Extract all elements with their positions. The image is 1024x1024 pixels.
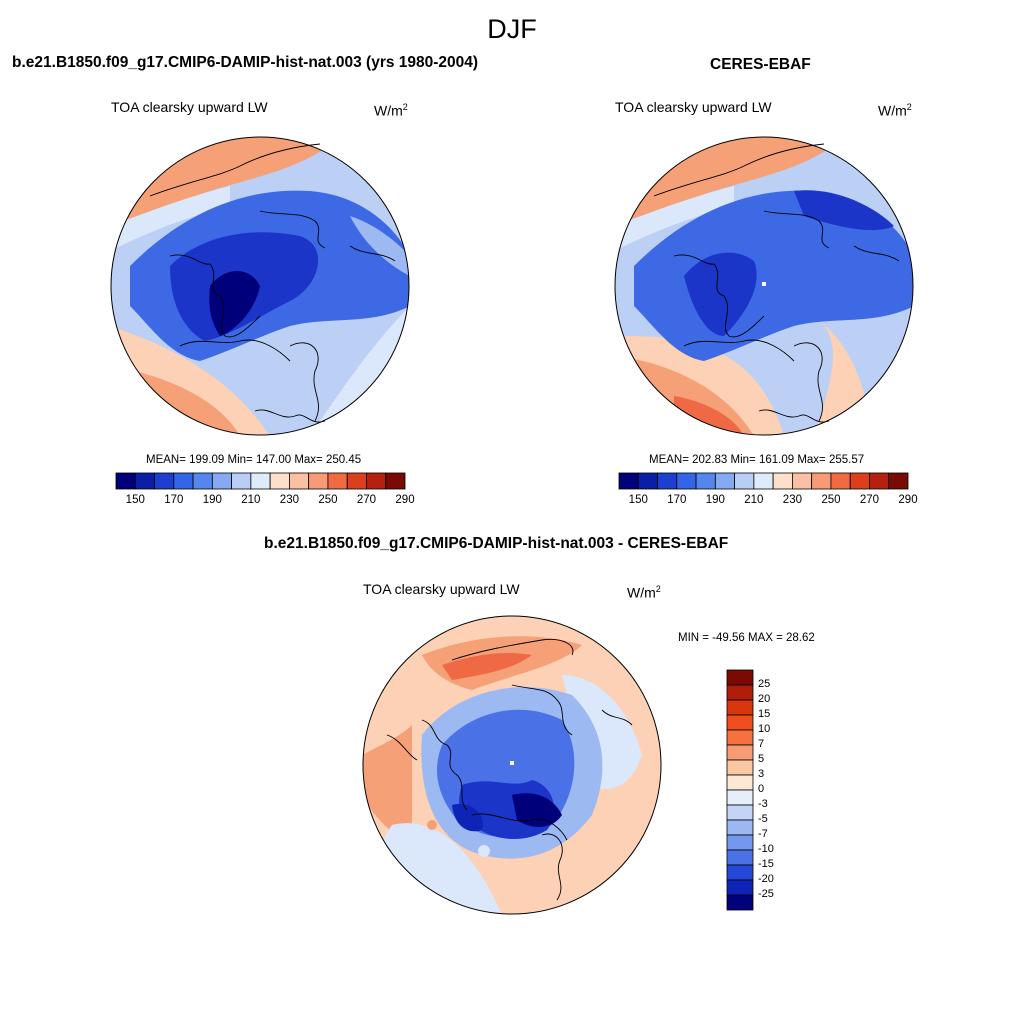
panel-3-colorbar-swatch-6 [726,759,754,776]
panel-2-colorbar-swatch-4 [695,472,716,490]
panel-3-colorbar-swatch-8 [726,789,754,806]
panel-3-colorbar [726,669,754,911]
panel-3-colorbar-swatch-1 [726,684,754,701]
panel-2-colorbar-swatch-12 [849,472,870,490]
panel-3-colorbar-swatch-14 [726,879,754,896]
panel-3-colorbar-tick-label: 7 [758,738,765,750]
panel-2-colorbar [618,472,909,490]
panel-2-colorbar-tick-label: 250 [821,494,841,506]
panel-3-colorbar-swatch-9 [726,804,754,821]
panel-2-units: W/m2 [878,102,912,119]
panel-2-colorbar-tick-label: 150 [628,494,648,506]
panel-3-colorbar-tick-label: 0 [758,783,765,795]
panel-3-colorbar-tick-label: -5 [758,813,768,825]
panel-2-polar-map [614,136,914,436]
panel-2-colorbar-tick-label: 210 [744,494,764,506]
panel-1-colorbar-swatch-1 [134,472,155,490]
panel-2-colorbar-swatch-0 [618,472,639,490]
panel-3-variable-label: TOA clearsky upward LW [363,581,520,597]
panel-3-colorbar-swatch-13 [726,864,754,881]
panel-1-colorbar-swatch-10 [308,472,329,490]
panel-1-colorbar-swatch-12 [346,472,367,490]
panel-1-colorbar-swatch-3 [173,472,194,490]
panel-3-colorbar-swatch-3 [726,714,754,731]
panel-1-colorbar-tick-label: 250 [318,494,338,506]
panel-1-colorbar-swatch-8 [269,472,290,490]
panel-3-colorbar-swatch-5 [726,744,754,761]
panel-1-colorbar-swatch-13 [366,472,387,490]
season-title: DJF [487,14,537,44]
panel-3-colorbar-tick-label: -25 [758,888,774,900]
panel-1-colorbar-swatch-9 [288,472,310,490]
panel-1-colorbar-swatch-14 [385,472,406,490]
panel-3-polar-map [362,615,662,915]
panel-3-colorbar-swatch-0 [726,669,754,686]
panel-2-colorbar-tick-label: 230 [782,494,802,506]
panel-2-colorbar-swatch-8 [772,472,793,490]
panel-3-colorbar-tick-label: 25 [758,678,771,690]
panel-1-colorbar-tick-label: 210 [241,494,261,506]
panel-1-units: W/m2 [374,102,408,119]
panel-1-colorbar-swatch-4 [192,472,213,490]
panel-3-colorbar-tick-label: 10 [758,723,771,735]
panel-2-colorbar-swatch-3 [676,472,697,490]
panel-2-colorbar-swatch-14 [888,472,909,490]
panel-2-colorbar-swatch-9 [791,472,813,490]
panel-3-title: b.e21.B1850.f09_g17.CMIP6-DAMIP-hist-nat… [264,535,729,552]
panel-3-colorbar-swatch-15 [726,894,754,911]
panel-1-colorbar-tick-label: 270 [356,494,377,506]
panel-3-stats: MIN = -49.56 MAX = 28.62 [678,632,815,644]
panel-2-colorbar-tick-label: 190 [705,494,725,506]
panel-1-variable-label: TOA clearsky upward LW [111,99,268,115]
panel-3-units: W/m2 [627,584,661,601]
panel-1-colorbar-swatch-5 [211,472,233,490]
panel-3-colorbar-swatch-2 [726,699,754,716]
panel-1-stats: MEAN= 199.09 Min= 147.00 Max= 250.45 [146,454,362,466]
panel-1-colorbar-tick-label: 190 [202,494,222,506]
panel-3-colorbar-tick-label: -3 [758,798,768,810]
panel-3-colorbar-tick-label: -15 [758,858,774,870]
panel-2-colorbar-swatch-11 [830,472,851,490]
panel-2-colorbar-swatch-1 [637,472,658,490]
panel-1-colorbar-swatch-0 [115,472,136,490]
panel-1-colorbar-tick-label: 170 [164,494,184,506]
panel-2-colorbar-swatch-2 [657,472,678,490]
panel-1-colorbar-swatch-11 [327,472,348,490]
panel-3-colorbar-swatch-11 [726,834,754,851]
panel-2-colorbar-tick-label: 170 [667,494,687,506]
panel-3-colorbar-swatch-10 [726,819,754,836]
panel-1-title: b.e21.B1850.f09_g17.CMIP6-DAMIP-hist-nat… [12,54,479,71]
panel-3-colorbar-tick-label: 3 [758,768,765,780]
panel-2-stats: MEAN= 202.83 Min= 161.09 Max= 255.57 [649,454,865,466]
panel-2-title: CERES-EBAF [710,56,811,73]
panel-1-colorbar-tick-label: 290 [395,494,415,506]
panel-1-colorbar-swatch-6 [231,472,252,490]
panel-1-colorbar-swatch-2 [154,472,175,490]
panel-3-colorbar-swatch-12 [726,849,754,866]
panel-3-colorbar-tick-label: 5 [758,753,765,765]
panel-2-variable-label: TOA clearsky upward LW [615,99,772,115]
panel-2-colorbar-swatch-13 [869,472,890,490]
panel-1-colorbar-swatch-7 [250,472,271,490]
panel-2-colorbar-swatch-10 [811,472,832,490]
panel-3-colorbar-tick-label: 20 [758,693,771,705]
panel-3-colorbar-tick-label: -7 [758,828,768,840]
panel-1-colorbar-tick-label: 230 [279,494,299,506]
panel-3-colorbar-tick-label: 15 [758,708,771,720]
panel-2-colorbar-swatch-6 [734,472,755,490]
panel-2-colorbar-tick-label: 290 [898,494,918,506]
panel-2-colorbar-swatch-7 [753,472,774,490]
panel-2-colorbar-swatch-5 [714,472,736,490]
panel-3-colorbar-tick-label: -20 [758,873,774,885]
panel-1-colorbar [115,472,406,490]
panel-1-polar-map [110,136,410,436]
panel-2-colorbar-tick-label: 270 [859,494,880,506]
panel-3-colorbar-tick-label: -10 [758,843,774,855]
panel-1-colorbar-tick-label: 150 [125,494,145,506]
panel-3-colorbar-swatch-4 [726,729,754,746]
panel-3-colorbar-swatch-7 [726,774,754,791]
